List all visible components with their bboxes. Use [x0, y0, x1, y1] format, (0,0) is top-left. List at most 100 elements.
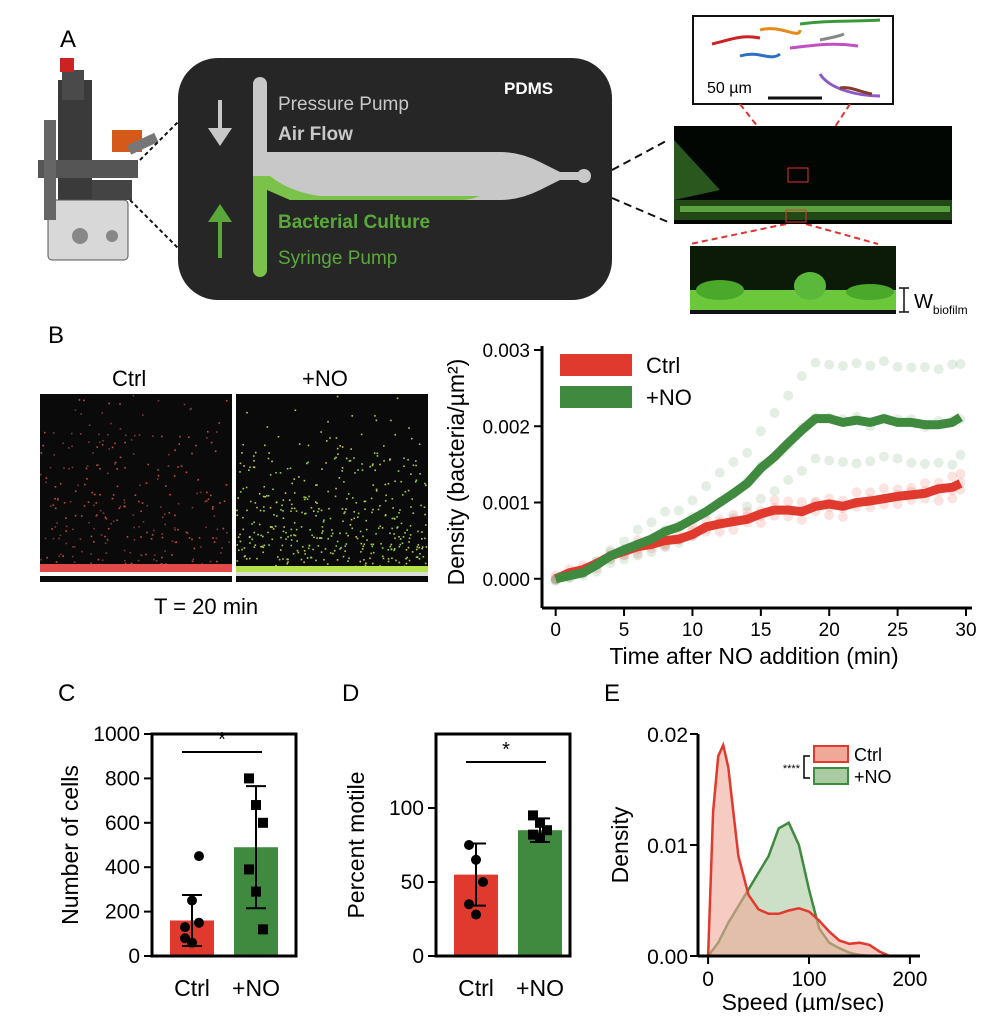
bacterium-dot — [336, 540, 339, 543]
bacterium-dot — [282, 510, 284, 512]
significance-bracket — [803, 755, 810, 779]
y-tick-label: 0.02 — [647, 724, 688, 747]
pdms-label: PDMS — [504, 79, 553, 98]
y-tick-label: 1000 — [93, 723, 140, 746]
y-tick-label: 200 — [105, 901, 140, 924]
bacterium-dot — [161, 556, 163, 559]
bar-NO — [518, 830, 562, 956]
bacterium-dot — [282, 499, 285, 501]
bacterium-dot — [296, 540, 298, 542]
bacterium-dot — [141, 414, 144, 416]
category-label: Ctrl — [174, 975, 210, 1001]
y-axis-title: Density — [607, 806, 633, 883]
category-label: +NO — [516, 975, 564, 1001]
ctrl-micrograph — [40, 394, 232, 582]
bacterium-dot — [354, 472, 356, 474]
bacterium-dot — [360, 551, 362, 553]
replicate-point — [755, 426, 766, 437]
bacterium-dot — [110, 522, 113, 525]
bacterium-dot — [105, 552, 108, 554]
panel-letter-b: B — [48, 322, 65, 349]
bacterium-dot — [88, 424, 91, 427]
replicate-point — [646, 517, 657, 528]
x-tick-label: 200 — [892, 968, 927, 991]
bacterium-dot — [177, 528, 179, 531]
bacterium-dot — [357, 512, 360, 515]
series-line-NO — [554, 413, 963, 584]
bacterium-dot — [294, 534, 297, 537]
bacterium-dot — [395, 559, 397, 562]
bacterium-dot — [305, 512, 307, 515]
bacterium-dot — [81, 550, 83, 553]
bacterium-dot — [258, 523, 261, 526]
bacterium-dot — [330, 535, 333, 537]
data-point — [187, 895, 197, 906]
data-point — [464, 840, 474, 850]
bacterium-dot — [345, 457, 348, 460]
bacterium-dot — [362, 545, 365, 548]
bacterium-dot — [161, 435, 163, 438]
bacterium-dot — [245, 558, 248, 560]
y-tick-label: 800 — [105, 767, 140, 790]
replicate-point — [632, 550, 643, 561]
bacterium-dot — [237, 497, 239, 499]
bacterium-dot — [424, 482, 426, 485]
bacterium-dot — [151, 534, 154, 536]
bacterium-dot — [418, 443, 421, 446]
bacterium-dot — [119, 428, 122, 430]
bacterium-dot — [290, 503, 293, 506]
bacterium-dot — [328, 507, 330, 510]
bacterium-dot — [393, 533, 395, 535]
bacterium-dot — [111, 497, 114, 500]
bacterium-dot — [282, 558, 284, 560]
bacterium-dot — [364, 564, 367, 567]
bacterium-dot — [261, 545, 264, 548]
bacterium-dot — [108, 448, 111, 450]
bacterium-dot — [43, 431, 46, 434]
bacterium-dot — [55, 561, 58, 563]
bacterium-dot — [282, 517, 285, 520]
bacterium-dot — [331, 529, 333, 531]
bacterium-dot — [394, 480, 396, 482]
bacterium-dot — [180, 464, 183, 467]
bacterium-dot — [421, 547, 423, 550]
bacterium-dot — [390, 419, 392, 422]
bacterium-dot — [381, 547, 384, 549]
bacterium-dot — [195, 444, 197, 447]
bacterium-dot — [59, 482, 62, 485]
bacterium-dot — [220, 552, 222, 554]
bacterium-dot — [344, 511, 346, 513]
bacterium-dot — [260, 545, 262, 548]
replicate-point — [892, 453, 903, 464]
bacterium-dot — [291, 482, 294, 485]
bacterium-dot — [262, 546, 265, 549]
bacterium-dot — [262, 506, 265, 508]
bacterium-dot — [150, 538, 153, 540]
replicate-point — [878, 451, 889, 462]
bacterium-dot — [107, 433, 109, 436]
bacterium-dot — [169, 493, 171, 496]
bacterium-dot — [245, 486, 248, 489]
bacterium-dot — [396, 527, 398, 529]
bacterium-dot — [155, 560, 158, 562]
bacterium-dot — [94, 493, 96, 496]
bacterium-dot — [398, 561, 401, 564]
bacterium-dot — [74, 514, 77, 517]
bacterium-dot — [343, 512, 345, 515]
replicate-point — [837, 456, 848, 467]
bacterium-dot — [317, 545, 320, 547]
bacterium-dot — [191, 452, 193, 455]
replicate-point — [947, 471, 958, 482]
bacterium-dot — [340, 546, 342, 549]
bacterium-dot — [183, 403, 186, 406]
bacterium-dot — [164, 523, 167, 526]
bacterium-dot — [338, 477, 341, 479]
bacterium-dot — [277, 435, 280, 438]
data-point — [251, 886, 261, 897]
bacterium-dot — [96, 514, 98, 516]
bacterium-dot — [335, 437, 338, 439]
bacterium-dot — [225, 484, 228, 486]
legend-swatch — [813, 745, 849, 763]
panel-a-figure: PDMS Pressure Pump Air Flow Bacterial Cu… — [38, 15, 968, 317]
bacterium-dot — [400, 522, 403, 525]
